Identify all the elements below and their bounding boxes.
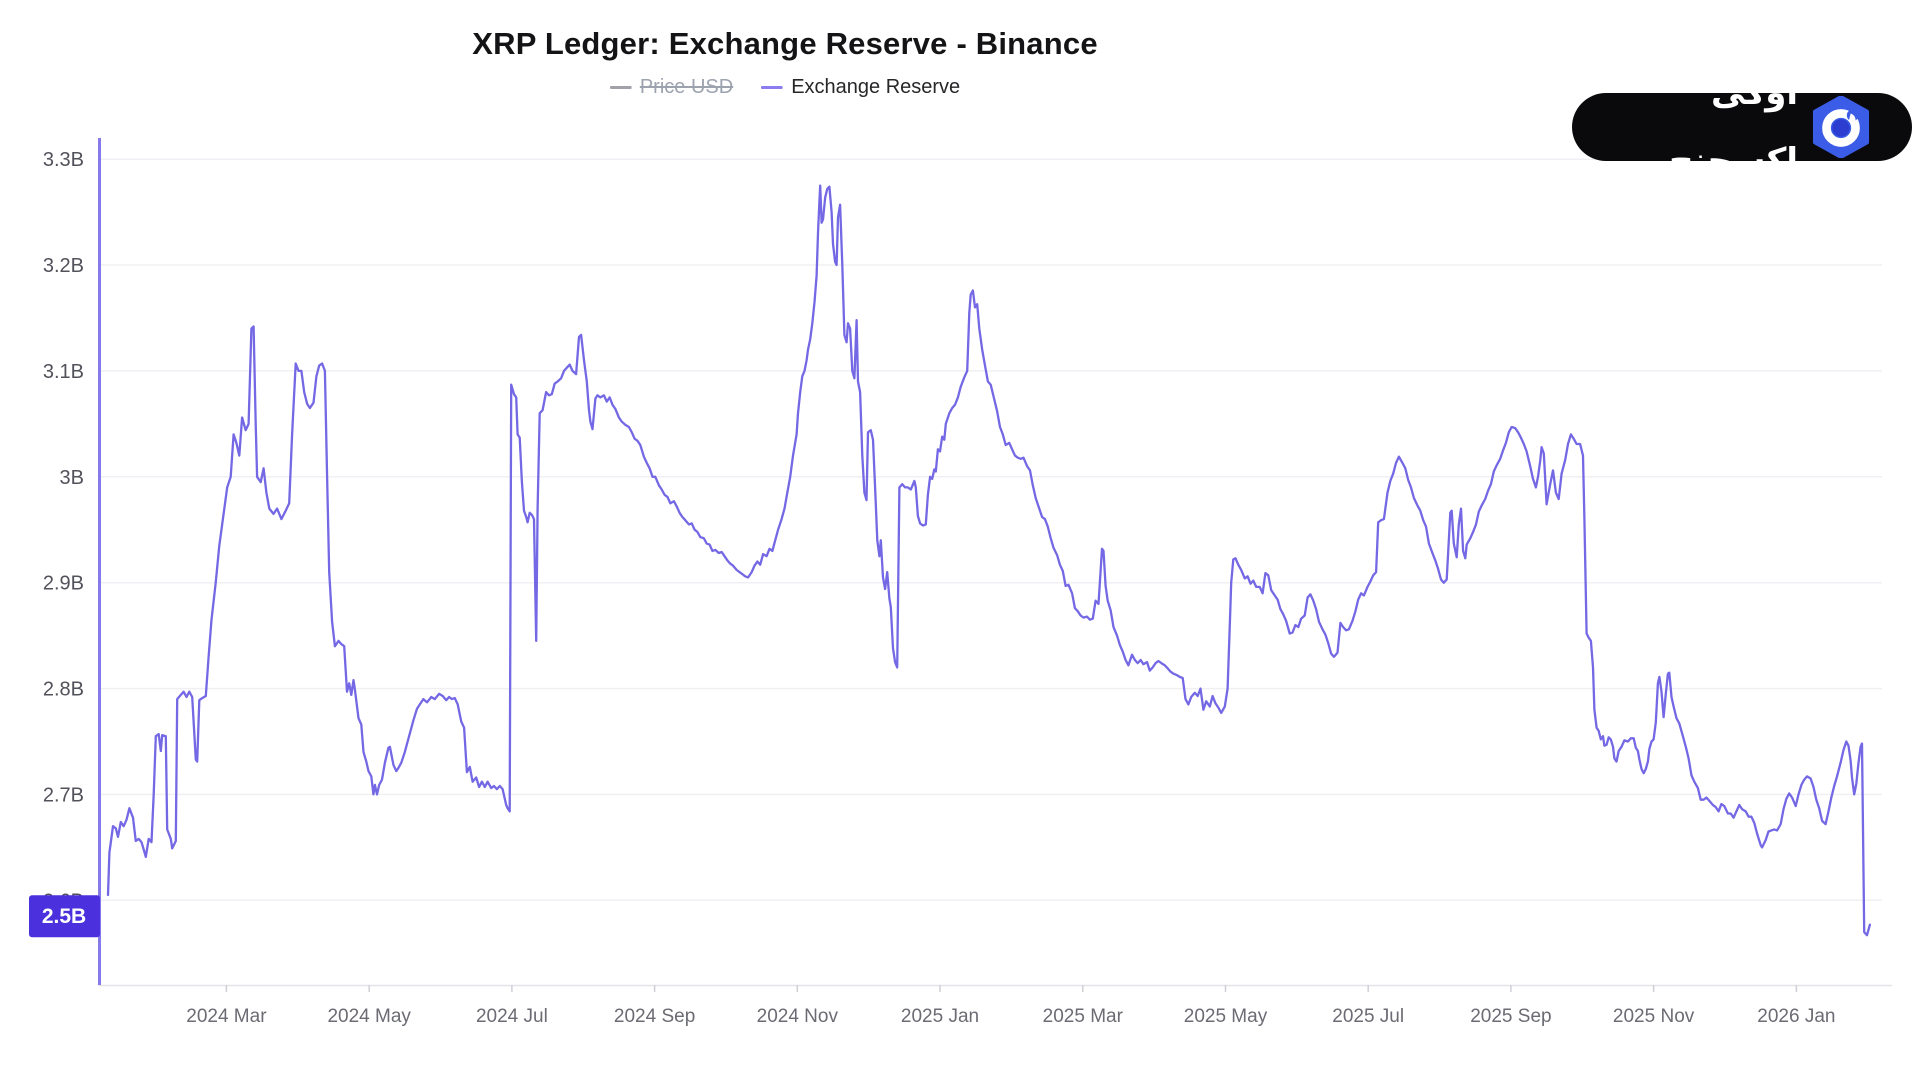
chart-legend: Price USD Exchange Reserve — [609, 76, 960, 99]
legend-item-exchange-reserve[interactable]: Exchange Reserve — [761, 76, 960, 99]
y-axis-label-2.9B: 2.9B — [43, 573, 84, 595]
x-axis-label-2025 Sep: 2025 Sep — [1470, 1006, 1551, 1027]
x-axis-label-2025 May: 2025 May — [1184, 1006, 1268, 1027]
x-axis-label-2024 Nov: 2024 Nov — [757, 1006, 839, 1027]
y-axis-label-3B: 3B — [60, 467, 84, 489]
x-axis-label-2025 Jul: 2025 Jul — [1332, 1006, 1404, 1027]
y-axis-label-2.7B: 2.7B — [43, 784, 84, 806]
legend-label-exchange-reserve: Exchange Reserve — [791, 76, 961, 98]
price-usd-dash-icon — [609, 86, 632, 89]
brand-watermark: اوکی اکسچنج — [1572, 73, 1912, 181]
exchange-logo-icon — [1812, 96, 1870, 158]
page-title: XRP Ledger: Exchange Reserve - Binance — [472, 26, 1098, 61]
x-axis-label-2025 Nov: 2025 Nov — [1613, 1006, 1695, 1027]
x-axis-label-2025 Jan: 2025 Jan — [901, 1006, 979, 1027]
y-axis-label-3.1B: 3.1B — [43, 361, 84, 383]
last-value-badge — [29, 895, 100, 938]
brand-name-text: اوکی اکسچنج — [1669, 73, 1798, 181]
last-value-badge-text: 2.5B — [42, 905, 86, 928]
x-axis-label-2024 May: 2024 May — [327, 1006, 411, 1027]
x-axis-label-2024 Jul: 2024 Jul — [476, 1006, 548, 1027]
y-axis-label-3.3B: 3.3B — [43, 149, 84, 171]
x-axis-label-2024 Sep: 2024 Sep — [614, 1006, 695, 1027]
x-axis-label-2025 Mar: 2025 Mar — [1043, 1006, 1124, 1027]
legend-label-price-usd: Price USD — [639, 76, 734, 98]
x-axis-label-2026 Jan: 2026 Jan — [1757, 1006, 1835, 1027]
x-axis-label-2024 Mar: 2024 Mar — [186, 1006, 267, 1027]
series-line-exchange-reserve[interactable] — [106, 184, 1872, 937]
y-axis-label-2.8B: 2.8B — [43, 679, 84, 701]
y-axis-label-3.2B: 3.2B — [43, 255, 84, 277]
legend-item-price-usd[interactable]: Price USD — [609, 76, 734, 99]
exchange-reserve-dash-icon — [761, 86, 784, 89]
